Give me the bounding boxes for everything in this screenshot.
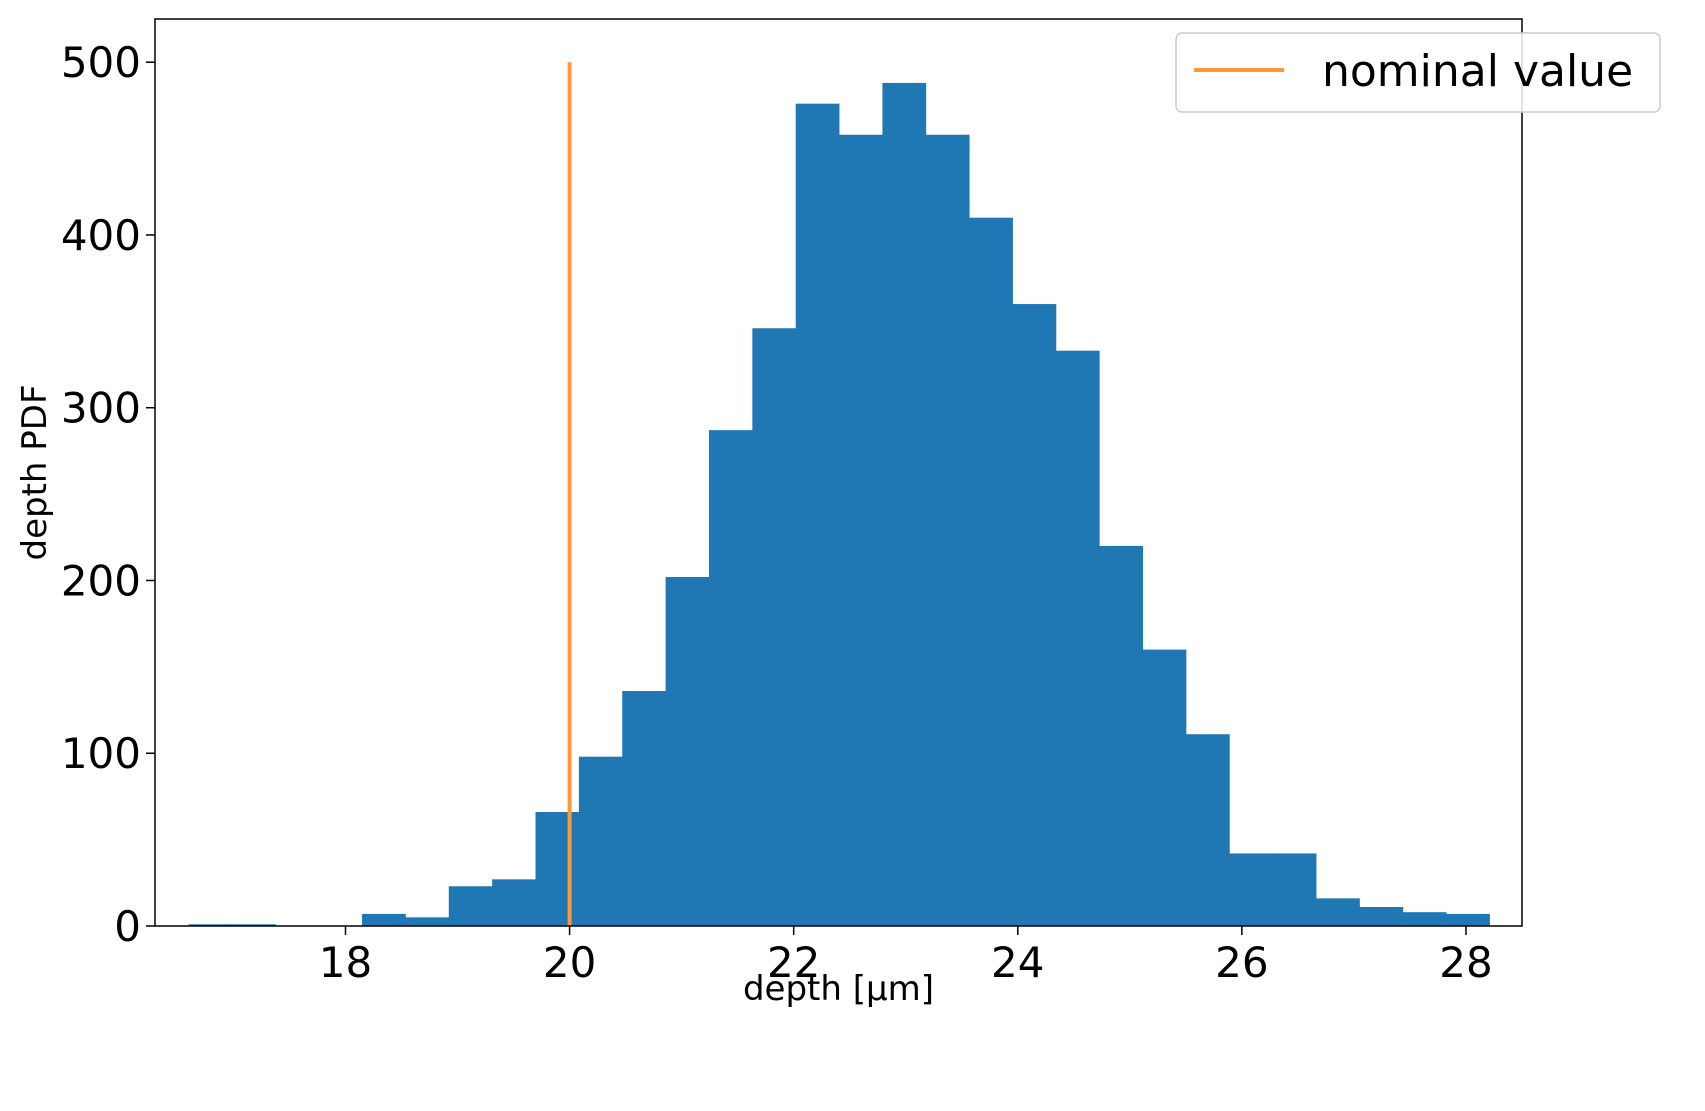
histogram-bar (231, 924, 276, 926)
histogram-bar (1229, 853, 1274, 926)
histogram-bar (1055, 350, 1100, 926)
x-tick-label: 26 (1215, 938, 1268, 987)
histogram-bar (882, 82, 927, 927)
y-axis-ticks: 0 100 200 300 400 500 (61, 38, 155, 951)
y-tick-label: 500 (61, 38, 141, 87)
histogram-bar (405, 917, 450, 926)
histogram-bar (1185, 734, 1230, 926)
histogram-bar (1316, 898, 1360, 926)
x-tick-label: 22 (767, 938, 820, 987)
histogram-bar (1099, 545, 1144, 926)
histogram-bar (492, 879, 536, 926)
histogram-bar (535, 811, 580, 926)
x-axis-ticks: 18 20 22 24 26 28 (319, 926, 1493, 987)
x-axis-label: depth [µm] (743, 969, 934, 1009)
y-tick-label: 200 (61, 556, 141, 605)
legend: nominal value (1175, 32, 1661, 113)
histogram-bar (1402, 912, 1447, 926)
histogram-bar (1272, 853, 1317, 926)
histogram-bar (578, 756, 623, 926)
histogram-bar (839, 134, 883, 926)
histogram-bar (1359, 906, 1404, 926)
y-tick-label: 100 (61, 729, 141, 778)
histogram-bar (1446, 913, 1490, 926)
y-tick-label: 0 (114, 902, 141, 951)
histogram-bar (708, 430, 753, 926)
x-tick-label: 18 (319, 938, 372, 987)
histogram-bar (752, 328, 797, 927)
histogram-bar (448, 886, 493, 926)
legend-box (1175, 32, 1661, 113)
legend-label-nominal-value: nominal value (1322, 46, 1633, 97)
x-tick-label: 24 (991, 938, 1044, 987)
plot-frame (154, 18, 1523, 927)
histogram-bar (188, 924, 233, 926)
y-tick-label: 300 (61, 384, 141, 433)
y-axis-label: depth PDF (15, 384, 55, 560)
x-tick-label: 20 (543, 938, 596, 987)
histogram-bar (925, 134, 970, 926)
histogram-bar (795, 103, 840, 927)
histogram-bar (362, 913, 406, 926)
histogram-bar (1012, 304, 1057, 926)
y-tick-label: 400 (61, 211, 141, 260)
histogram-bar (969, 217, 1013, 926)
histogram-bar (665, 577, 710, 926)
histogram-bars (188, 82, 1490, 927)
x-tick-label: 28 (1439, 938, 1492, 987)
histogram-bar (622, 691, 667, 926)
histogram-bar (1142, 649, 1187, 926)
